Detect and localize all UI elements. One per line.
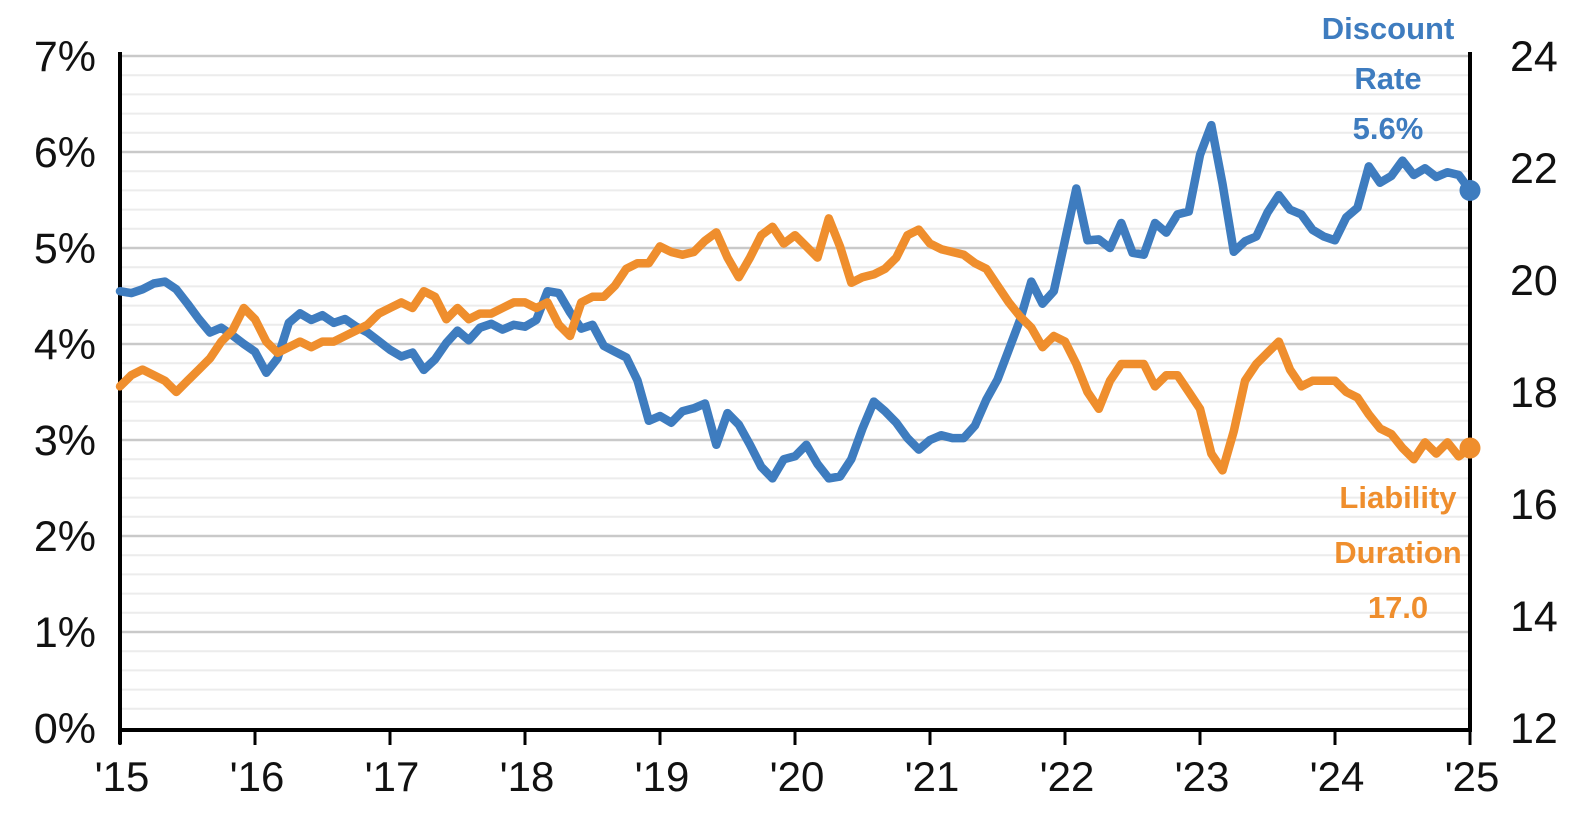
x-axis-year-label: '22: [1040, 753, 1095, 800]
right-axis-tick-label: 16: [1510, 481, 1558, 529]
left-axis-tick-label: 7%: [34, 33, 96, 81]
left-axis-tick-label: 3%: [34, 417, 96, 465]
liability-duration-line: [115, 214, 1475, 475]
x-axis-year-label: '16: [230, 753, 285, 800]
x-axis-year-label: '24: [1310, 753, 1365, 800]
left-axis-tick-label: 6%: [34, 129, 96, 177]
left-axis-tick-label: 2%: [34, 513, 96, 561]
right-axis-tick-label: 20: [1510, 257, 1558, 305]
left-axis-tick-label: 4%: [34, 321, 96, 369]
left-axis-tick-label: 0%: [34, 705, 96, 753]
left-axis-tick-label: 5%: [34, 225, 96, 273]
x-axis-year-label: '15: [95, 753, 150, 800]
x-axis-year-label: '21: [905, 753, 960, 800]
x-axis-year-label: '19: [635, 753, 690, 800]
x-axis-year-label: '25: [1445, 753, 1500, 800]
left-axis-tick-label: 1%: [34, 609, 96, 657]
right-axis-tick-label: 22: [1510, 145, 1558, 193]
right-axis-tick-label: 24: [1510, 33, 1558, 81]
liability-duration-end-marker: [1459, 437, 1481, 459]
x-axis-year-label: '20: [770, 753, 825, 800]
discount-rate-end-marker: [1459, 179, 1481, 201]
right-axis-tick-label: 12: [1510, 705, 1558, 753]
right-axis-tick-label: 18: [1510, 369, 1558, 417]
x-axis-year-label: '18: [500, 753, 555, 800]
x-axis-year-label: '23: [1175, 753, 1230, 800]
right-axis-tick-label: 14: [1510, 593, 1558, 641]
discount-rate-line: [115, 120, 1475, 483]
x-axis-year-label: '17: [365, 753, 420, 800]
